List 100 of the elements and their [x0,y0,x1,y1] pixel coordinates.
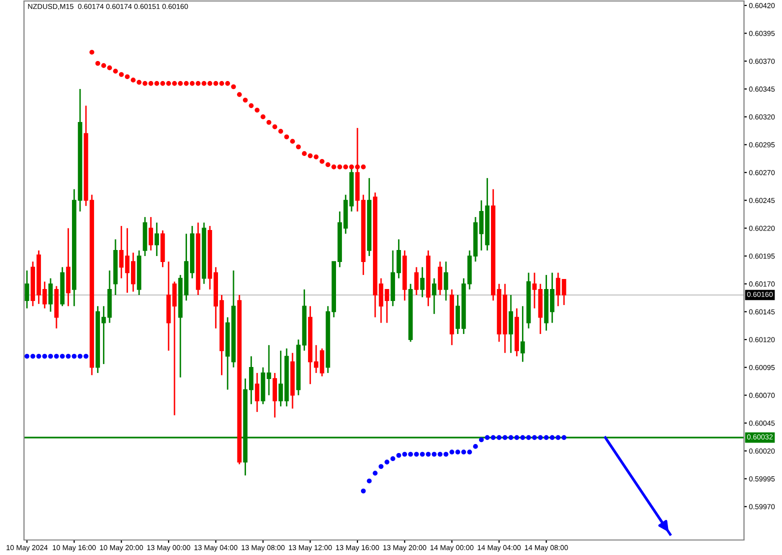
point [478,437,484,442]
point [284,134,290,140]
point [520,435,526,440]
candlestick [154,222,159,257]
point [242,98,248,103]
point [42,354,48,359]
point [331,164,336,170]
point [237,92,242,97]
candlestick [48,278,53,312]
point [248,103,254,108]
point [473,444,478,449]
point [360,164,366,170]
point [89,50,94,55]
point [378,464,384,469]
candlestick [148,216,154,252]
point [60,354,65,359]
point [72,354,77,359]
point [36,354,42,359]
point [438,452,442,457]
point [101,63,106,68]
point [414,452,419,457]
candlestick [254,372,260,413]
point [320,158,324,164]
point [136,80,142,85]
point [326,162,330,168]
point [455,450,460,454]
point [502,435,508,440]
point [396,452,402,458]
point [550,435,555,440]
point [296,144,301,150]
point [314,154,319,160]
point [78,354,82,359]
point [24,354,30,359]
point [556,435,561,440]
point [532,435,537,440]
point [148,81,154,86]
point [54,354,59,359]
point [308,153,313,158]
point [343,164,348,170]
point [355,164,360,170]
point [207,81,212,86]
point [337,164,342,170]
point [160,81,166,86]
candlestick [444,260,448,302]
point [402,452,408,457]
point [444,452,448,457]
point [107,65,112,70]
point [118,72,124,77]
point [48,354,53,359]
candlestick [24,270,30,310]
point [130,78,136,82]
point [196,81,201,86]
point [225,81,230,86]
point [219,81,224,86]
point [420,452,425,457]
point [538,435,543,440]
point [113,68,118,74]
point [266,120,272,125]
candlestick [414,266,419,296]
point [467,450,472,454]
point [290,138,295,144]
point [178,81,183,86]
candlestick [384,288,390,324]
point [544,435,549,440]
point [213,81,218,86]
point [154,81,160,86]
point [124,74,130,80]
point [496,435,502,440]
point [84,354,88,359]
point [142,81,148,86]
point [562,435,566,440]
point [372,470,378,476]
candlestick [420,266,425,298]
point [366,478,372,484]
point [408,452,413,457]
point [384,460,390,464]
point [260,114,266,120]
point [30,354,36,359]
point [349,164,354,170]
point [508,435,514,440]
point [461,450,466,454]
point [184,81,189,86]
point [202,81,206,86]
candlestick [438,260,442,296]
point [278,128,284,134]
point [302,151,307,156]
point [95,60,100,66]
candlestick [520,305,525,363]
point [514,435,520,440]
point [390,456,396,462]
point [449,450,454,454]
candlestick [508,294,514,354]
candlestick [432,278,436,315]
point [360,488,366,494]
point [432,452,437,457]
point [166,81,171,86]
point [490,435,496,440]
point [484,435,490,440]
point [272,124,278,130]
point [66,354,71,359]
